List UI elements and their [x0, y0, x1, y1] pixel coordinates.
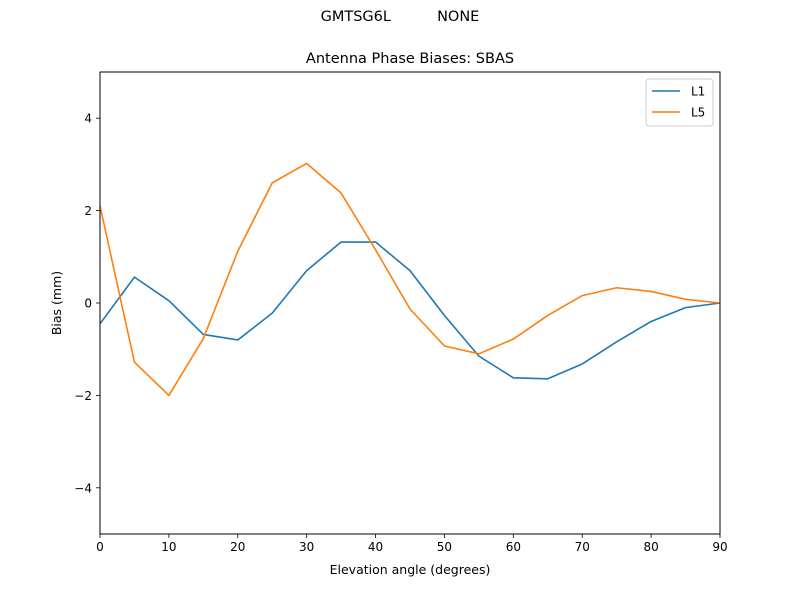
y-axis: −4 −2 0 2 4 [74, 112, 100, 495]
x-tick-label: 30 [299, 540, 314, 554]
x-tick-label: 0 [96, 540, 104, 554]
x-tick-label: 90 [712, 540, 727, 554]
x-tick-label: 80 [643, 540, 658, 554]
y-tick-label: −2 [74, 389, 92, 403]
legend: L1 L5 [645, 78, 714, 127]
y-tick-label: −4 [74, 481, 92, 495]
y-tick-label: 4 [84, 112, 92, 126]
series-layer [99, 162, 721, 397]
series-line-l1 [99, 241, 721, 380]
x-tick-label: 10 [161, 540, 176, 554]
legend-label-l5: L5 [691, 106, 705, 120]
series-line-l5 [99, 162, 721, 397]
x-tick-label: 50 [437, 540, 452, 554]
legend-label-l1: L1 [691, 85, 705, 99]
suptitle-left: GMTSG6L [320, 9, 391, 25]
x-axis-label: Elevation angle (degrees) [330, 562, 491, 577]
suptitle-right: NONE [437, 9, 480, 25]
chart-title: Antenna Phase Biases: SBAS [306, 51, 514, 67]
y-tick-label: 2 [84, 204, 92, 218]
x-axis: 0 10 20 30 40 50 60 70 80 90 [96, 534, 728, 554]
x-tick-label: 70 [575, 540, 590, 554]
plot-frame [99, 71, 721, 535]
y-tick-label: 0 [84, 297, 92, 311]
x-tick-label: 20 [230, 540, 245, 554]
x-tick-label: 60 [506, 540, 521, 554]
figure-suptitle: GMTSG6L NONE [0, 9, 800, 25]
y-axis-label: Bias (mm) [49, 271, 64, 335]
x-tick-label: 40 [368, 540, 383, 554]
